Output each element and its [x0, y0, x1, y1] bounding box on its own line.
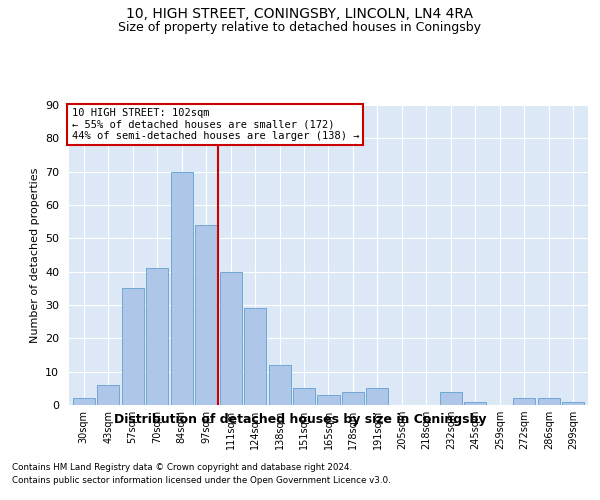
Text: Contains public sector information licensed under the Open Government Licence v3: Contains public sector information licen…	[12, 476, 391, 485]
Bar	[195, 225, 217, 405]
Text: 10 HIGH STREET: 102sqm
← 55% of detached houses are smaller (172)
44% of semi-de: 10 HIGH STREET: 102sqm ← 55% of detached…	[71, 108, 359, 141]
Bar	[440, 392, 462, 405]
Y-axis label: Number of detached properties: Number of detached properties	[29, 168, 40, 342]
Bar	[538, 398, 560, 405]
Bar	[220, 272, 242, 405]
Bar	[97, 385, 119, 405]
Bar	[464, 402, 487, 405]
Bar	[122, 288, 143, 405]
Bar	[170, 172, 193, 405]
Bar	[146, 268, 168, 405]
Text: Contains HM Land Registry data © Crown copyright and database right 2024.: Contains HM Land Registry data © Crown c…	[12, 462, 352, 471]
Text: Size of property relative to detached houses in Coningsby: Size of property relative to detached ho…	[119, 21, 482, 34]
Bar	[367, 388, 388, 405]
Bar	[317, 395, 340, 405]
Bar	[342, 392, 364, 405]
Bar	[269, 365, 290, 405]
Bar	[73, 398, 95, 405]
Bar	[293, 388, 315, 405]
Text: 10, HIGH STREET, CONINGSBY, LINCOLN, LN4 4RA: 10, HIGH STREET, CONINGSBY, LINCOLN, LN4…	[127, 8, 473, 22]
Bar	[562, 402, 584, 405]
Bar	[514, 398, 535, 405]
Bar	[244, 308, 266, 405]
Text: Distribution of detached houses by size in Coningsby: Distribution of detached houses by size …	[114, 412, 486, 426]
